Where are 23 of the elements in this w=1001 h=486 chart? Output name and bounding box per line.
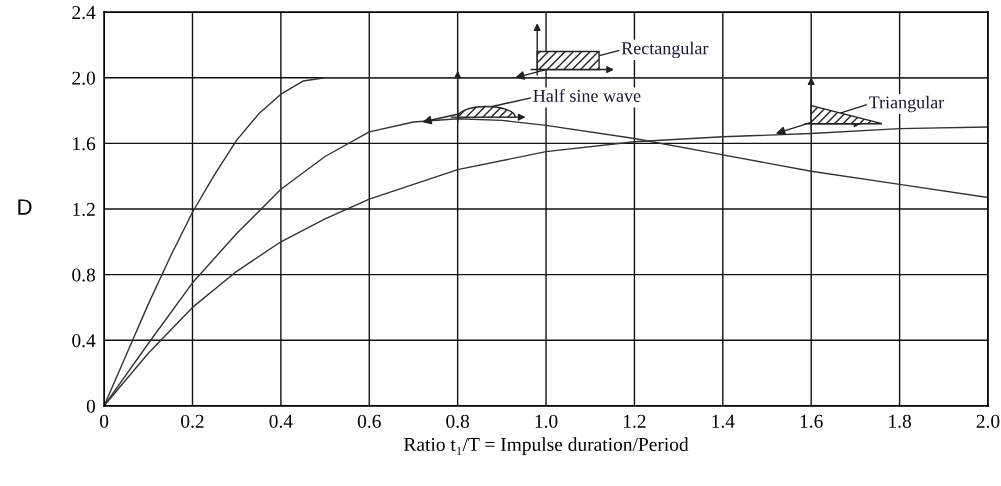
y-tick-label: 1.2 (73, 202, 95, 216)
y-tick-label: 0 (86, 399, 96, 413)
annotation: Half sine wave (533, 89, 641, 102)
x-tick-label: 1.8 (889, 414, 912, 428)
x-tick-label: 0 (99, 414, 109, 428)
y-tick-label: 0.4 (72, 334, 96, 348)
y-tick-label: 2.0 (72, 71, 96, 85)
x-tick-label: 1.2 (623, 414, 646, 428)
x-tick-label: 0.4 (269, 414, 293, 428)
x-axis-title: Ratio t₁/T = Impulse duration/Period (403, 437, 689, 455)
y-tick-label: 2.4 (72, 6, 96, 20)
y-axis-title: D (18, 199, 32, 215)
annotation: Triangular (868, 95, 945, 113)
x-tick-label: 1.6 (800, 414, 823, 428)
x-tick-label: 0.2 (181, 414, 204, 428)
x-tick-label: 1.4 (712, 414, 735, 428)
y-tick-label: 1.6 (73, 137, 96, 151)
x-tick-label: 0.6 (357, 414, 381, 428)
x-tick-label: 2.0 (976, 414, 1000, 428)
y-tick-label: 0.8 (72, 268, 96, 282)
x-tick-label: 1.0 (535, 414, 558, 428)
x-tick-label: 0.8 (446, 414, 470, 428)
annotation: Rectangular (621, 41, 709, 59)
